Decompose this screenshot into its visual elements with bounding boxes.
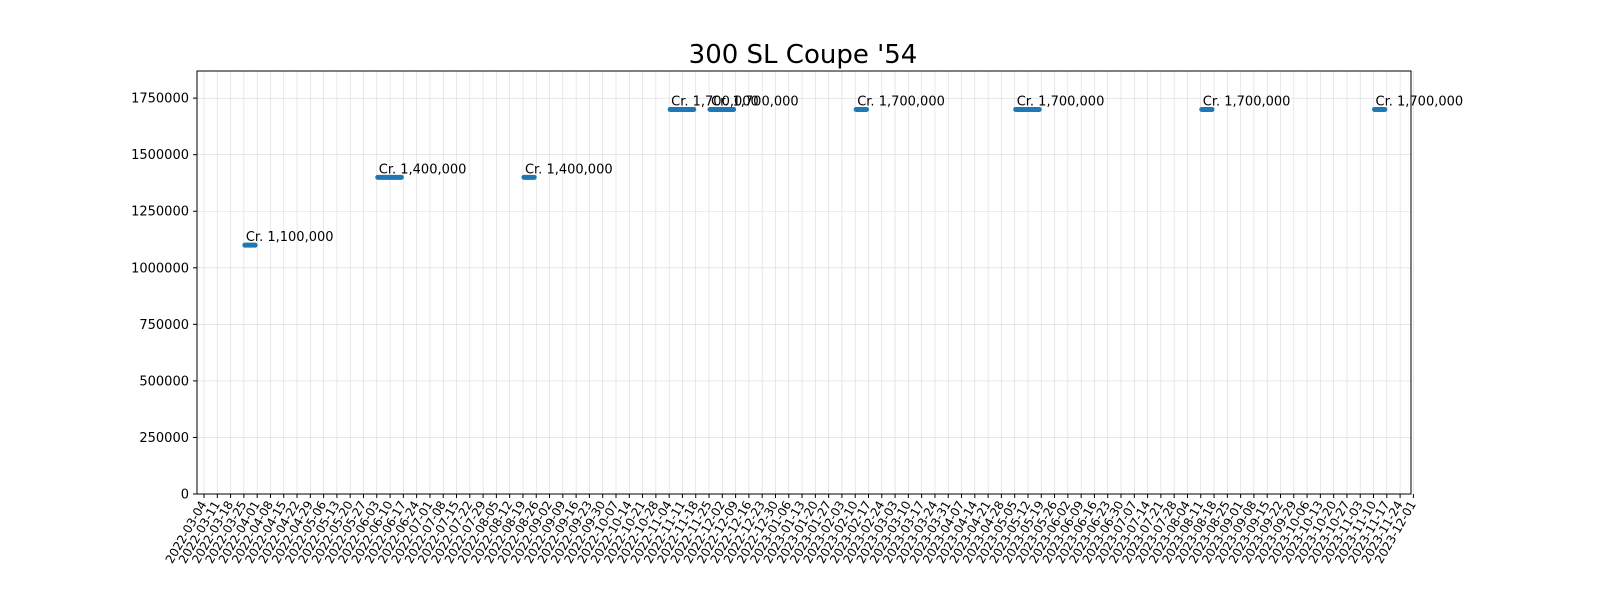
- chart-title: 300 SL Coupe '54: [689, 40, 918, 70]
- y-tick-label: 1500000: [131, 148, 189, 163]
- y-tick-label: 0: [181, 488, 189, 503]
- y-tick-label: 1250000: [131, 205, 189, 220]
- data-label: Cr. 1,700,000: [1376, 94, 1464, 109]
- grid-layer: [197, 71, 1414, 495]
- x-axis: 2022-03-042022-03-112022-03-182022-03-25…: [163, 494, 1419, 566]
- data-label: Cr. 1,400,000: [525, 162, 613, 177]
- data-label: Cr. 1,700,000: [857, 94, 945, 109]
- y-tick-label: 1750000: [131, 92, 189, 107]
- y-tick-label: 750000: [139, 318, 189, 333]
- y-axis: 0 250000 500000 750000 1000000 1250000 1500000…: [131, 92, 197, 503]
- data-label: Cr. 1,700,000: [671, 94, 759, 109]
- data-label: Cr. 1,700,000: [711, 94, 799, 109]
- y-tick-label: 250000: [139, 431, 189, 446]
- data-label: Cr. 1,700,000: [1017, 94, 1105, 109]
- data-label: Cr. 1,700,000: [1203, 94, 1291, 109]
- y-tick-label: 1000000: [131, 261, 189, 276]
- y-tick-label: 500000: [139, 374, 189, 389]
- data-label: Cr. 1,400,000: [379, 162, 467, 177]
- data-label: Cr. 1,100,000: [246, 230, 334, 245]
- data-label-layer: Cr. 1,100,000 Cr. 1,400,000 Cr. 1,400,000 C…: [246, 94, 1463, 245]
- plot-frame: [196, 70, 1412, 495]
- series-layer: [242, 106, 1388, 248]
